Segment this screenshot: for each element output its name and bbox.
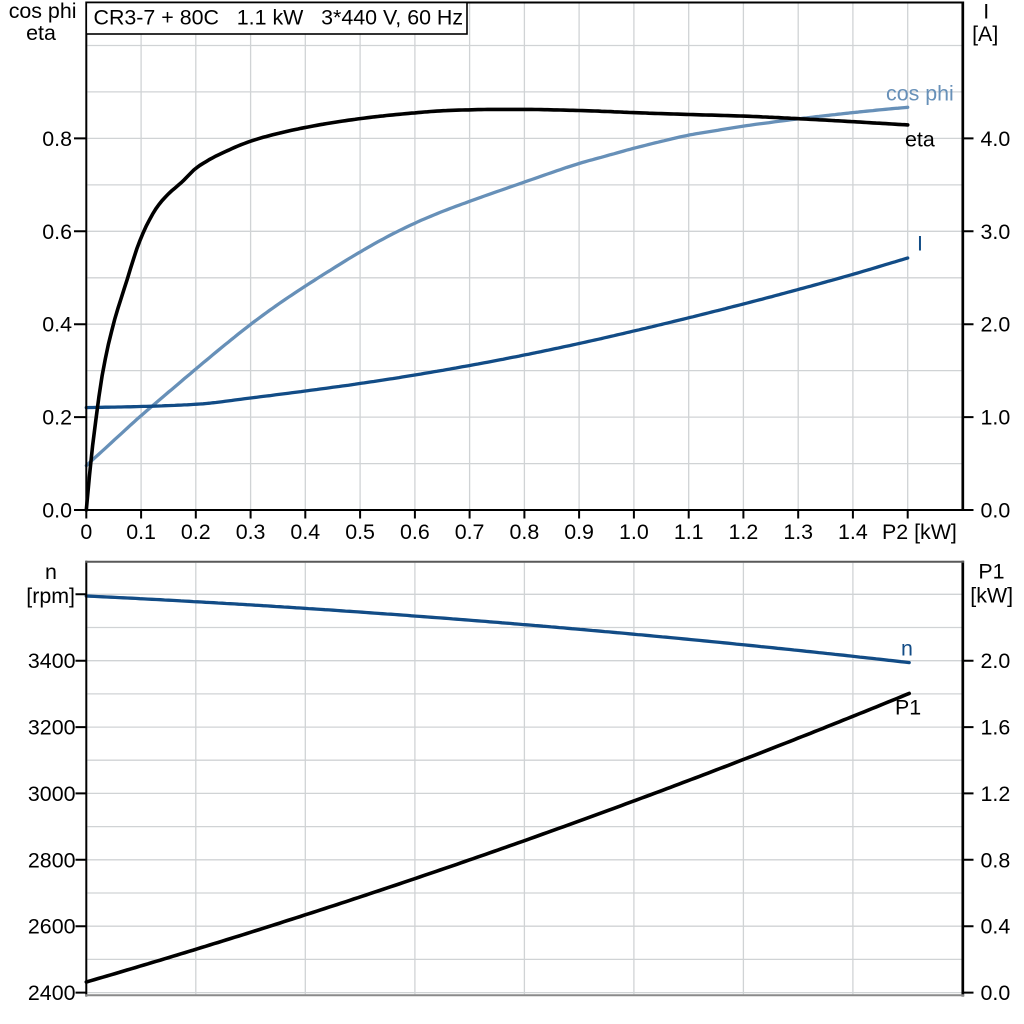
svg-text:2.0: 2.0 bbox=[981, 649, 1011, 673]
svg-text:P1: P1 bbox=[895, 696, 921, 720]
svg-text:1.1: 1.1 bbox=[674, 520, 704, 544]
svg-text:0.0: 0.0 bbox=[42, 499, 72, 523]
svg-text:3200: 3200 bbox=[28, 716, 76, 740]
svg-text:P2 [kW]: P2 [kW] bbox=[882, 520, 957, 544]
svg-text:0.9: 0.9 bbox=[564, 520, 594, 544]
svg-text:0.8: 0.8 bbox=[42, 127, 72, 151]
svg-text:0.0: 0.0 bbox=[981, 981, 1011, 1005]
svg-text:[rpm]: [rpm] bbox=[26, 584, 75, 608]
svg-text:2.0: 2.0 bbox=[981, 313, 1011, 337]
svg-text:1.2: 1.2 bbox=[981, 782, 1011, 806]
svg-text:CR3-7 + 80C 1.1 kW 3*440 V: CR3-7 + 80C 1.1 kW 3*440 V, 60 Hz bbox=[94, 6, 464, 30]
svg-text:0.6: 0.6 bbox=[42, 220, 72, 244]
svg-text:2600: 2600 bbox=[28, 915, 76, 939]
svg-text:eta: eta bbox=[905, 128, 935, 152]
svg-text:0.5: 0.5 bbox=[345, 520, 375, 544]
svg-text:1.4: 1.4 bbox=[838, 520, 868, 544]
svg-text:0: 0 bbox=[80, 520, 92, 544]
svg-text:I: I bbox=[917, 232, 923, 256]
svg-text:cos phi: cos phi bbox=[9, 0, 77, 23]
svg-text:eta: eta bbox=[26, 21, 56, 45]
svg-text:2400: 2400 bbox=[28, 981, 76, 1005]
svg-text:0.0: 0.0 bbox=[981, 499, 1011, 523]
svg-text:0.8: 0.8 bbox=[510, 520, 540, 544]
svg-text:cos phi: cos phi bbox=[886, 82, 954, 106]
svg-text:4.0: 4.0 bbox=[981, 127, 1011, 151]
svg-text:3000: 3000 bbox=[28, 782, 76, 806]
svg-text:n: n bbox=[45, 560, 57, 584]
svg-text:1.3: 1.3 bbox=[783, 520, 813, 544]
svg-text:0.3: 0.3 bbox=[236, 520, 266, 544]
svg-text:[kW]: [kW] bbox=[970, 584, 1013, 608]
svg-text:1.0: 1.0 bbox=[619, 520, 649, 544]
svg-text:3.0: 3.0 bbox=[981, 220, 1011, 244]
svg-text:2800: 2800 bbox=[28, 848, 76, 872]
svg-text:0.4: 0.4 bbox=[981, 915, 1011, 939]
svg-text:0.2: 0.2 bbox=[181, 520, 211, 544]
svg-text:n: n bbox=[901, 637, 913, 661]
svg-text:I: I bbox=[983, 0, 989, 23]
svg-text:0.7: 0.7 bbox=[455, 520, 485, 544]
svg-text:0.2: 0.2 bbox=[42, 406, 72, 430]
svg-text:0.1: 0.1 bbox=[126, 520, 156, 544]
svg-text:1.0: 1.0 bbox=[981, 406, 1011, 430]
svg-text:0.4: 0.4 bbox=[290, 520, 320, 544]
svg-text:0.4: 0.4 bbox=[42, 313, 72, 337]
svg-text:3400: 3400 bbox=[28, 649, 76, 673]
svg-text:0.6: 0.6 bbox=[400, 520, 430, 544]
svg-text:1.6: 1.6 bbox=[981, 716, 1011, 740]
svg-text:P1: P1 bbox=[978, 560, 1004, 584]
svg-text:0.8: 0.8 bbox=[981, 848, 1011, 872]
svg-text:[A]: [A] bbox=[972, 22, 998, 46]
svg-text:1.2: 1.2 bbox=[729, 520, 759, 544]
